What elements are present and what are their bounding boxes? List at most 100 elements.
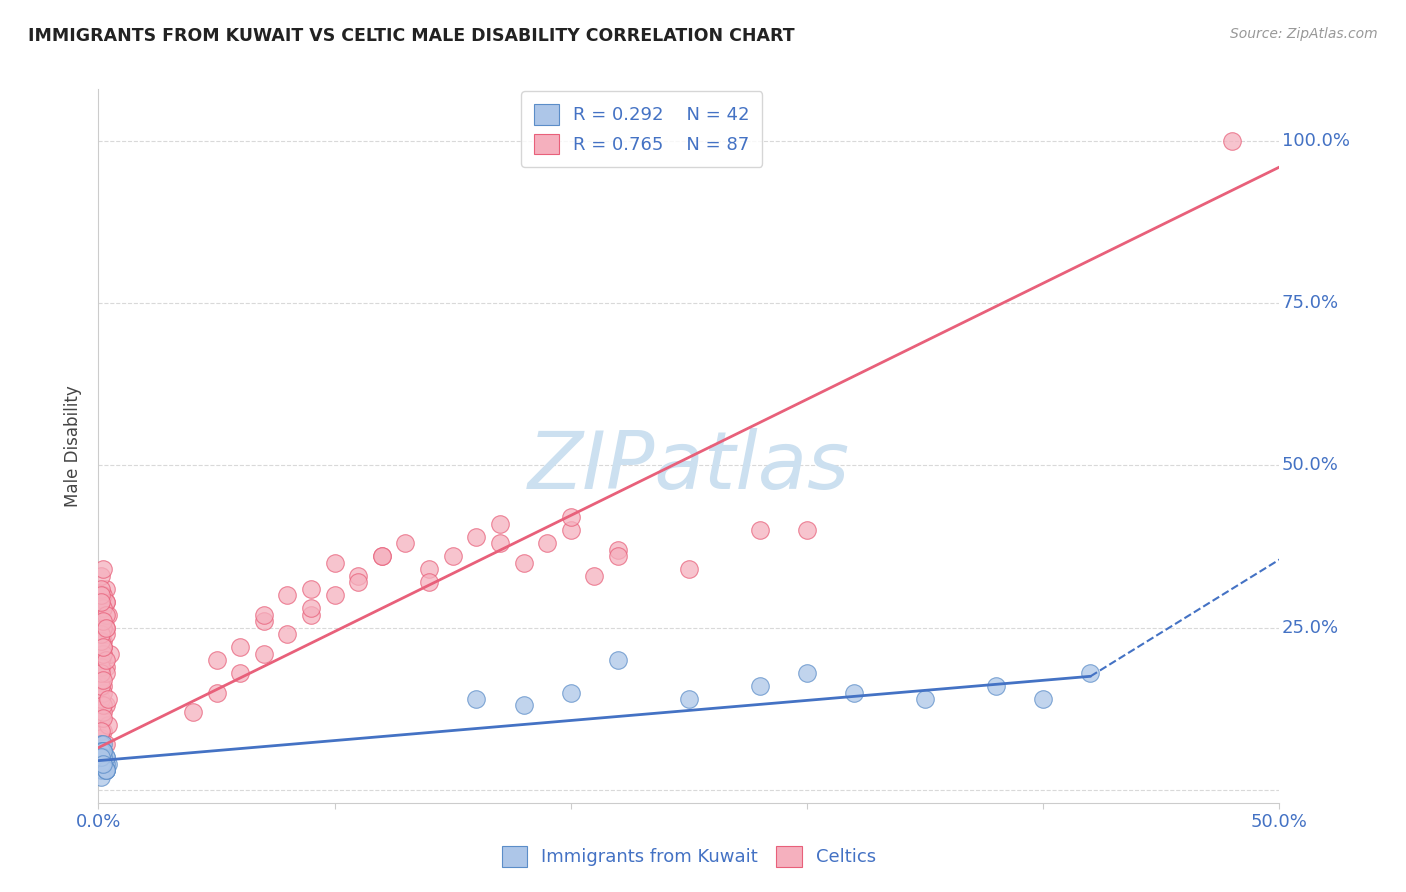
Point bbox=[97, 756, 120, 771]
Point bbox=[371, 549, 394, 564]
Point bbox=[90, 595, 112, 609]
Point bbox=[253, 607, 276, 622]
Point bbox=[91, 744, 114, 758]
Point bbox=[90, 692, 112, 706]
Point bbox=[90, 738, 112, 752]
Point bbox=[94, 595, 117, 609]
Point bbox=[98, 647, 121, 661]
Point bbox=[91, 744, 114, 758]
Point bbox=[299, 601, 322, 615]
Point bbox=[91, 614, 114, 628]
Point bbox=[560, 524, 582, 538]
Y-axis label: Male Disability: Male Disability bbox=[65, 385, 83, 507]
Point bbox=[91, 750, 114, 764]
Point bbox=[181, 705, 204, 719]
Point bbox=[94, 698, 117, 713]
Point bbox=[90, 627, 112, 641]
Point bbox=[90, 614, 112, 628]
Point bbox=[90, 764, 112, 778]
Point bbox=[91, 724, 114, 739]
Point bbox=[90, 673, 112, 687]
Point bbox=[90, 711, 112, 725]
Point bbox=[205, 685, 228, 699]
Point bbox=[90, 750, 112, 764]
Point bbox=[1032, 692, 1054, 706]
Point bbox=[465, 530, 488, 544]
Point bbox=[91, 601, 114, 615]
Point bbox=[91, 640, 114, 654]
Point bbox=[90, 659, 112, 673]
Point bbox=[371, 549, 394, 564]
Point bbox=[90, 724, 112, 739]
Point bbox=[229, 666, 252, 681]
Point bbox=[91, 685, 114, 699]
Point bbox=[91, 588, 114, 602]
Point bbox=[91, 764, 114, 778]
Point bbox=[91, 621, 114, 635]
Point bbox=[418, 575, 440, 590]
Point bbox=[94, 738, 117, 752]
Point bbox=[90, 588, 112, 602]
Point bbox=[91, 601, 114, 615]
Legend: Immigrants from Kuwait, Celtics: Immigrants from Kuwait, Celtics bbox=[489, 833, 889, 880]
Point bbox=[94, 607, 117, 622]
Point bbox=[512, 698, 534, 713]
Point bbox=[299, 582, 322, 596]
Point bbox=[91, 756, 114, 771]
Text: 100.0%: 100.0% bbox=[1282, 132, 1350, 150]
Point bbox=[748, 679, 770, 693]
Point bbox=[512, 556, 534, 570]
Point bbox=[90, 666, 112, 681]
Point bbox=[90, 744, 112, 758]
Point bbox=[94, 764, 117, 778]
Point bbox=[253, 614, 276, 628]
Point bbox=[418, 562, 440, 576]
Point bbox=[90, 744, 112, 758]
Point bbox=[90, 679, 112, 693]
Point bbox=[607, 542, 630, 557]
Point bbox=[441, 549, 464, 564]
Point bbox=[299, 607, 322, 622]
Text: Source: ZipAtlas.com: Source: ZipAtlas.com bbox=[1230, 27, 1378, 41]
Point bbox=[465, 692, 488, 706]
Point bbox=[94, 582, 117, 596]
Point bbox=[1220, 134, 1243, 148]
Point bbox=[205, 653, 228, 667]
Point bbox=[984, 679, 1007, 693]
Point bbox=[91, 744, 114, 758]
Text: 25.0%: 25.0% bbox=[1282, 619, 1339, 637]
Point bbox=[560, 510, 582, 524]
Point bbox=[90, 731, 112, 745]
Point bbox=[91, 640, 114, 654]
Point bbox=[91, 744, 114, 758]
Text: 75.0%: 75.0% bbox=[1282, 294, 1339, 312]
Point bbox=[748, 524, 770, 538]
Point bbox=[678, 692, 700, 706]
Point bbox=[94, 750, 117, 764]
Point bbox=[489, 516, 512, 531]
Text: 50.0%: 50.0% bbox=[1282, 457, 1339, 475]
Point bbox=[94, 659, 117, 673]
Point bbox=[91, 738, 114, 752]
Point bbox=[97, 692, 120, 706]
Point bbox=[90, 750, 112, 764]
Point bbox=[276, 588, 298, 602]
Point bbox=[94, 756, 117, 771]
Point bbox=[536, 536, 558, 550]
Point bbox=[323, 556, 346, 570]
Point bbox=[347, 575, 370, 590]
Point bbox=[560, 685, 582, 699]
Text: ZIPatlas: ZIPatlas bbox=[527, 428, 851, 507]
Point bbox=[90, 744, 112, 758]
Point bbox=[1080, 666, 1102, 681]
Point bbox=[914, 692, 936, 706]
Point bbox=[796, 524, 818, 538]
Point bbox=[607, 549, 630, 564]
Point bbox=[394, 536, 416, 550]
Point bbox=[90, 633, 112, 648]
Point bbox=[91, 705, 114, 719]
Point bbox=[91, 679, 114, 693]
Point bbox=[90, 756, 112, 771]
Point bbox=[276, 627, 298, 641]
Point bbox=[91, 562, 114, 576]
